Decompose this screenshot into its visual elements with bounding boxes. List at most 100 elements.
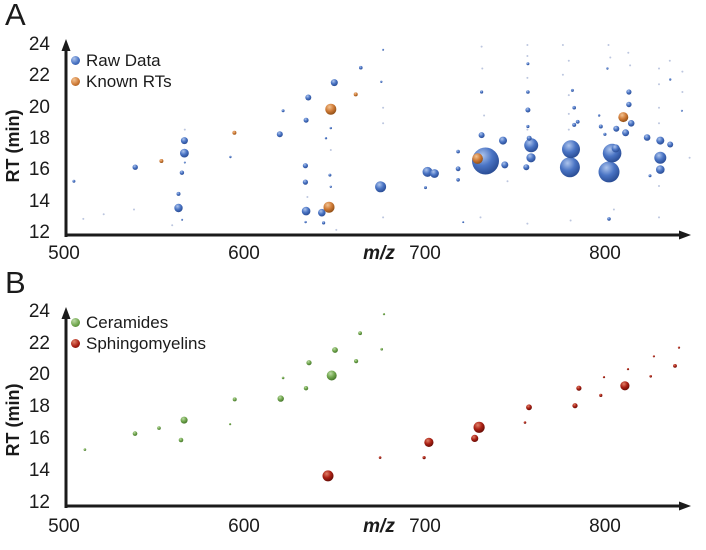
- trace-speck: [480, 45, 483, 48]
- legend-item-known-rts: Known RTs: [71, 71, 172, 92]
- bubble-raw-data: [462, 221, 465, 224]
- bubble-sphingomyelins: [523, 421, 527, 424]
- bubble-ceramides: [306, 360, 312, 366]
- panel-a-y-tick-label: 16: [28, 159, 50, 180]
- bubble-ceramides: [332, 347, 338, 353]
- panel-a-y-tick-label: 14: [28, 191, 50, 212]
- panel-b-y-tick-label: 12: [28, 492, 50, 513]
- bubble-raw-data: [72, 179, 76, 183]
- bubble-sphingomyelins: [378, 456, 382, 459]
- bubble-raw-data: [229, 155, 232, 159]
- trace-speck: [526, 44, 529, 46]
- bubble-sphingomyelins: [322, 470, 334, 482]
- bubble-raw-data: [572, 122, 577, 127]
- trace-speck: [688, 156, 691, 159]
- bubble-raw-data: [499, 136, 507, 145]
- bubble-raw-data: [598, 161, 620, 183]
- bubble-raw-data: [183, 161, 186, 164]
- trace-speck: [306, 196, 309, 198]
- panel-b-y-tick-label: 14: [28, 460, 50, 481]
- bubble-sphingomyelins: [473, 421, 485, 433]
- trace-speck: [481, 67, 484, 70]
- bubble-raw-data: [132, 164, 138, 170]
- bubble-sphingomyelins: [652, 355, 656, 358]
- bubble-raw-data: [572, 105, 576, 110]
- trace-speck: [681, 70, 684, 73]
- bubble-raw-data: [603, 132, 607, 136]
- bubble-ceramides: [326, 370, 337, 381]
- bubble-sphingomyelins: [626, 368, 630, 371]
- panel-b-x-tick-label: 600: [228, 516, 260, 537]
- bubble-raw-data: [627, 120, 635, 127]
- bubble-raw-data: [304, 220, 307, 224]
- bubble-sphingomyelins: [602, 376, 606, 379]
- trace-speck: [483, 114, 486, 117]
- bubble-ceramides: [232, 397, 237, 402]
- bubble-raw-data: [526, 62, 530, 66]
- bubble-known-rts: [323, 201, 335, 213]
- panel-a-label: A: [5, 0, 26, 32]
- bubble-ceramides: [354, 359, 359, 364]
- bubble-raw-data: [322, 221, 326, 225]
- bubble-sphingomyelins: [424, 437, 434, 447]
- bubble-raw-data: [643, 134, 651, 141]
- bubble-raw-data: [559, 157, 580, 178]
- bubble-raw-data: [422, 166, 433, 177]
- bubble-raw-data: [667, 141, 674, 148]
- panel-b-y-tick-label: 24: [28, 301, 50, 322]
- bubble-sphingomyelins: [576, 385, 582, 391]
- bubble-sphingomyelins: [620, 381, 630, 391]
- bubble-raw-data: [329, 126, 332, 130]
- trace-speck: [526, 128, 529, 131]
- bubble-raw-data: [575, 119, 580, 124]
- bubble-raw-data: [480, 90, 484, 94]
- bubble-known-rts: [159, 159, 164, 163]
- trace-speck: [567, 112, 570, 115]
- legend-dot-ceramides: [71, 318, 80, 327]
- legend-label-raw-data: Raw Data: [86, 51, 161, 70]
- panel-a-x-tick-label: 700: [409, 243, 441, 264]
- trace-speck: [171, 224, 174, 227]
- bubble-raw-data: [359, 65, 363, 70]
- trace-speck: [329, 149, 332, 151]
- y-axis-arrow-icon: [61, 39, 71, 51]
- trace-speck: [526, 55, 529, 57]
- trace-speck: [183, 128, 186, 131]
- trace-speck: [612, 208, 615, 211]
- panel-a-y-tick-label: 12: [28, 222, 50, 243]
- bubble-raw-data: [598, 124, 603, 129]
- trace-speck: [658, 122, 660, 125]
- bubble-raw-data: [456, 178, 460, 182]
- bubble-raw-data: [318, 208, 326, 217]
- trace-speck: [133, 208, 135, 211]
- legend-label-known-rts: Known RTs: [86, 72, 172, 91]
- panel-b-legend: Ceramides Sphingomyelins: [71, 312, 206, 354]
- bubble-sphingomyelins: [673, 364, 677, 368]
- legend-dot-sphingomyelins: [71, 339, 80, 348]
- panel-b-y-tick-label: 20: [28, 364, 50, 385]
- bubble-raw-data: [607, 217, 611, 221]
- bubble-raw-data: [181, 218, 184, 221]
- bubble-raw-data: [626, 89, 632, 95]
- bubble-raw-data: [524, 138, 539, 153]
- bubble-raw-data: [669, 78, 672, 81]
- bubble-sphingomyelins: [526, 404, 532, 411]
- bubble-raw-data: [456, 149, 460, 154]
- panel-a-legend: Raw Data Known RTs: [71, 50, 172, 92]
- bubble-ceramides: [382, 313, 386, 316]
- bubble-raw-data: [523, 164, 530, 171]
- bubble-raw-data: [525, 107, 531, 113]
- bubble-raw-data: [330, 79, 338, 87]
- trace-speck: [382, 106, 385, 109]
- bubble-raw-data: [562, 140, 580, 159]
- bubble-sphingomyelins: [572, 403, 578, 409]
- bubble-raw-data: [305, 94, 312, 101]
- trace-speck: [658, 83, 660, 86]
- panel-a-x-tick-label: 600: [228, 243, 260, 264]
- bubble-known-rts: [472, 153, 483, 164]
- bubble-raw-data: [570, 88, 574, 92]
- x-axis-arrow-icon: [679, 501, 691, 511]
- bubble-raw-data: [176, 191, 181, 196]
- bubble-ceramides: [229, 423, 232, 426]
